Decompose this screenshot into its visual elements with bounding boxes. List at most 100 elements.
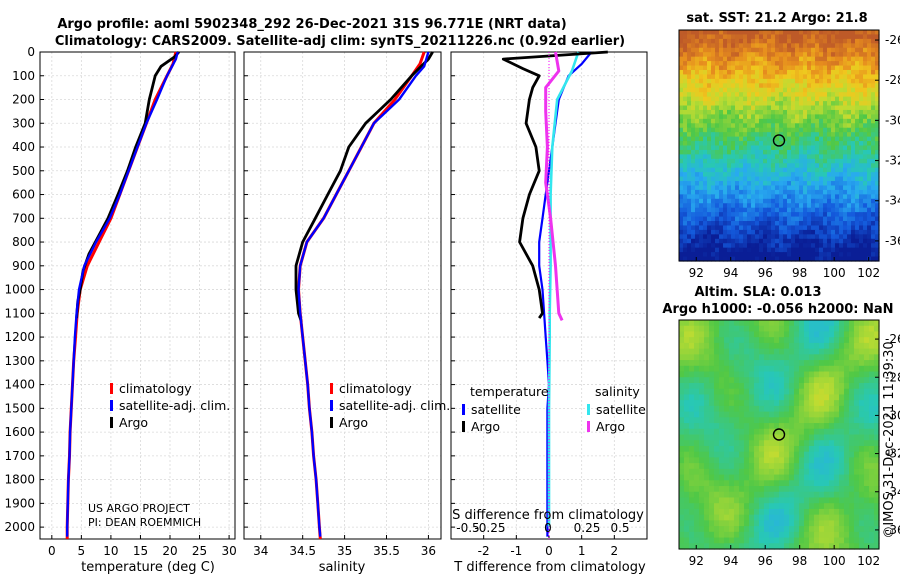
map-cell: [714, 463, 720, 470]
map-cell: [799, 229, 804, 235]
map-cell: [724, 382, 730, 390]
map-cell: [691, 145, 696, 151]
map-cell: [867, 109, 872, 115]
map-cell: [815, 78, 820, 84]
map-cell: [804, 382, 810, 390]
map-cell: [823, 74, 828, 80]
map-cell: [794, 325, 800, 333]
map-cell: [783, 212, 788, 218]
map-cell: [695, 185, 700, 191]
map-cell: [723, 109, 728, 115]
map-cell: [739, 468, 745, 476]
map-cell: [807, 141, 812, 147]
map-cell: [799, 136, 804, 142]
map-cell: [811, 194, 816, 200]
map-cell: [769, 354, 775, 361]
map-cell: [855, 114, 860, 120]
map-cell: [815, 154, 820, 160]
map-cell: [867, 252, 872, 258]
map-cell: [851, 132, 856, 138]
map-cell: [863, 136, 868, 142]
map-cell: [807, 181, 812, 187]
map-cell: [834, 480, 840, 487]
map-cell: [875, 56, 880, 62]
map-cell: [811, 189, 816, 195]
map-cell: [754, 417, 760, 424]
map-cell: [689, 463, 695, 470]
map-cell: [814, 491, 820, 499]
map-cell: [719, 194, 724, 200]
map-cell: [683, 198, 688, 204]
map-cell: [735, 101, 740, 107]
map-cell: [711, 243, 716, 249]
map-cell: [791, 225, 796, 231]
y-tick-label: 300: [12, 116, 35, 130]
map-cell: [791, 56, 796, 62]
map-cell: [755, 216, 760, 222]
map-cell: [679, 480, 685, 487]
map-cell: [789, 526, 795, 533]
map-cell: [779, 163, 784, 169]
map-cell: [807, 185, 812, 191]
map-cell: [867, 198, 872, 204]
x-tick-label: 15: [133, 544, 148, 558]
map-cell: [799, 172, 804, 178]
map-cell: [744, 543, 750, 550]
map-cell: [771, 96, 776, 102]
map-cell: [863, 83, 868, 89]
map-cell: [743, 109, 748, 115]
map-cell: [719, 149, 724, 155]
map-cell: [787, 105, 792, 111]
map-cell: [791, 158, 796, 164]
map-cell: [751, 69, 756, 76]
map-cell: [807, 123, 812, 129]
map-cell: [795, 30, 800, 36]
map-cell: [831, 176, 836, 182]
map-cell: [731, 78, 736, 84]
map-cell: [687, 229, 692, 235]
map-cell: [683, 127, 688, 133]
map-cell: [815, 167, 820, 173]
map-cell: [724, 497, 730, 504]
map-cell: [684, 508, 690, 516]
map-cell: [811, 74, 816, 80]
map-cell: [859, 520, 865, 527]
map-cell: [739, 114, 744, 120]
map-cell: [759, 331, 765, 338]
map-cell: [719, 78, 724, 84]
map-cell: [871, 176, 876, 182]
map-cell: [691, 61, 696, 67]
map-cell: [699, 132, 704, 138]
map-cell: [769, 543, 775, 550]
map-cell: [859, 158, 864, 164]
map-cell: [855, 96, 860, 102]
map-cell: [871, 136, 876, 142]
map-cell: [739, 109, 744, 115]
map-cell: [709, 331, 715, 338]
map-cell: [811, 149, 816, 155]
map-cell: [751, 74, 756, 80]
map-cell: [835, 105, 840, 111]
map-cell: [744, 497, 750, 504]
map-cell: [794, 520, 800, 527]
map-cell: [754, 337, 760, 344]
map-cell: [783, 123, 788, 129]
map-cell: [695, 65, 700, 71]
map-cell: [679, 56, 684, 62]
map-cell: [749, 325, 755, 333]
map-cell: [779, 30, 784, 36]
map-cell: [803, 167, 808, 173]
map-cell: [694, 342, 700, 350]
map-cell: [863, 56, 868, 62]
map-cell: [689, 480, 695, 487]
map-cell: [731, 216, 736, 222]
map-cell: [729, 377, 735, 384]
map-cell: [795, 225, 800, 231]
map-cell: [783, 167, 788, 173]
map-cell: [791, 163, 796, 169]
map-cell: [754, 331, 760, 338]
map-cell: [679, 87, 684, 93]
map-cell: [787, 172, 792, 178]
map-cell: [775, 123, 780, 129]
axes-frame: [243, 51, 442, 540]
